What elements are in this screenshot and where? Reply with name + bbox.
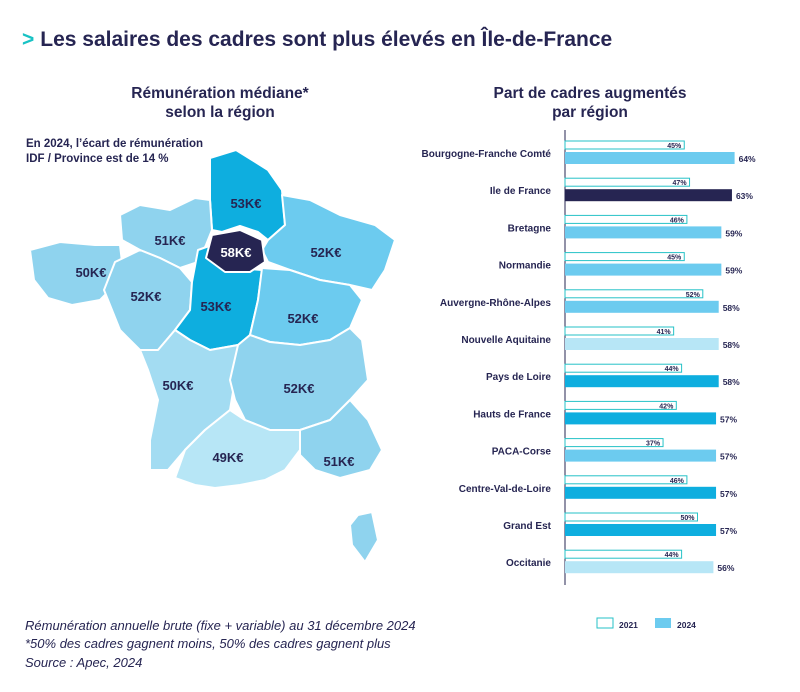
bar-2024 — [565, 449, 717, 462]
map-label-ile-de-france: 58K€ — [220, 245, 251, 260]
bar-label-2021: 45% — [667, 255, 682, 262]
map-title: Rémunération médiane* selon la région — [90, 84, 350, 122]
bar-label-2021: 44% — [665, 366, 680, 373]
bar-label-2021: 47% — [673, 180, 688, 187]
bar-2021 — [564, 438, 664, 448]
map-note-line2: IDF / Province est de 14 % — [26, 153, 169, 165]
bar-2021 — [564, 549, 683, 559]
map-label-paca-corse: 51K€ — [323, 454, 354, 469]
map-label-nouvelle-aquitaine: 50K€ — [162, 378, 193, 393]
bar-2021 — [564, 400, 677, 410]
bar-label-2021: 46% — [670, 217, 685, 224]
bar-2024 — [565, 524, 717, 536]
bar-label-2024: 57% — [720, 489, 737, 499]
category-label: Bretagne — [508, 223, 552, 234]
bar-label-2024: 59% — [725, 228, 742, 238]
main-title: > Les salaires des cadres sont plus élevé… — [22, 28, 612, 52]
category-label: Auvergne-Rhône-Alpes — [440, 298, 552, 309]
bar-label-2021: 42% — [659, 403, 674, 410]
map-note: En 2024, l’écart de rémunération IDF / P… — [26, 137, 203, 167]
bar-2021 — [564, 363, 683, 373]
category-label: Hauts de France — [473, 409, 551, 420]
map-label-hauts-de-france: 53K€ — [230, 196, 261, 211]
region-paca-corse — [299, 399, 383, 563]
bar-label-2024: 59% — [725, 266, 742, 276]
map-title-line1: Rémunération médiane* — [131, 85, 309, 102]
bar-2021 — [564, 512, 698, 522]
bar-label-2024: 58% — [723, 340, 740, 350]
bar-2024 — [565, 412, 717, 425]
region-occitanie — [174, 409, 301, 489]
legend-label-2024: 2024 — [677, 620, 696, 630]
map-label-pays-de-loire: 52K€ — [130, 289, 161, 304]
bar-label-2024: 57% — [720, 414, 737, 424]
bar-label-2021: 52% — [686, 292, 701, 299]
map-label-auvergne-rhone-alpes: 52K€ — [283, 381, 314, 396]
map-label-occitanie: 49K€ — [212, 450, 243, 465]
bar-chart-title-line2: par région — [552, 104, 628, 121]
bar-2021 — [564, 214, 688, 224]
bar-label-2024: 57% — [720, 526, 737, 536]
category-label: Grand Est — [503, 521, 551, 532]
bar-label-2021: 44% — [665, 552, 680, 559]
footnote-2: *50% des cadres gagnent moins, 50% des c… — [25, 636, 391, 651]
map-label-grand-est: 52K€ — [310, 245, 341, 260]
bar-2021 — [564, 252, 685, 262]
bar-label-2024: 58% — [723, 377, 740, 387]
bar-2024 — [565, 152, 735, 164]
category-label: Ile de France — [490, 186, 552, 197]
bar-2024 — [565, 189, 732, 202]
bar-label-2024: 57% — [720, 452, 737, 462]
region-ile-de-france — [205, 229, 266, 273]
bar-label-2024: 56% — [717, 563, 734, 573]
legend-swatch-2021 — [596, 617, 614, 629]
map-label-centre-val-de-loire: 53K€ — [200, 299, 231, 314]
category-label: Nouvelle Aquitaine — [461, 335, 551, 346]
category-label: Occitanie — [506, 558, 551, 569]
bar-2024 — [565, 561, 714, 574]
bar-chart-legend: 2021 2024 — [596, 617, 696, 630]
map-note-line1: En 2024, l’écart de rémunération — [26, 138, 204, 150]
bar-label-2021: 50% — [680, 515, 695, 522]
bar-label-2024: 64% — [739, 154, 756, 164]
map-title-line2: selon la région — [165, 104, 275, 121]
bar-2024 — [565, 375, 719, 388]
category-label: Bourgogne-Franche Comté — [422, 149, 552, 160]
footnote-1: Rémunération annuelle brute (fixe + vari… — [25, 618, 416, 633]
bar-2021 — [564, 326, 675, 336]
bar-2024 — [565, 338, 719, 350]
bar-chart-title-line1: Part de cadres augmentés — [493, 85, 687, 102]
map-label-bretagne: 50K€ — [75, 265, 106, 280]
map-label-bourgogne-franche-comte: 52K€ — [287, 311, 318, 326]
bar-2024 — [565, 486, 717, 499]
bar-label-2021: 46% — [670, 478, 685, 485]
category-label: PACA-Corse — [492, 447, 552, 458]
bar-label-2024: 58% — [723, 303, 740, 313]
legend-swatch-2024 — [655, 618, 671, 628]
bar-label-2024: 63% — [736, 191, 753, 201]
bar-label-2021: 45% — [667, 143, 682, 150]
bar-chart-title: Part de cadres augmentés par région — [450, 84, 730, 122]
bar-2024 — [565, 226, 722, 239]
category-label: Pays de Loire — [486, 372, 551, 383]
footnote-3: Source : Apec, 2024 — [25, 655, 143, 670]
region-auvergne-rhone-alpes — [229, 327, 369, 431]
bar-label-2021: 41% — [657, 329, 672, 336]
category-label: Normandie — [499, 261, 552, 272]
bar-2021 — [564, 475, 688, 485]
bar-2021 — [564, 289, 704, 299]
legend-label-2021: 2021 — [619, 620, 638, 630]
map-label-normandie: 51K€ — [154, 233, 185, 248]
title-marker: > — [22, 28, 35, 51]
bar-2021 — [564, 177, 691, 187]
bar-label-2021: 37% — [646, 441, 661, 448]
category-label: Centre-Val-de-Loire — [459, 484, 552, 495]
bar-2024 — [565, 300, 719, 313]
bar-2024 — [565, 263, 722, 276]
main-title-text: Les salaires des cadres sont plus élevés… — [40, 28, 613, 51]
bar-2021 — [564, 140, 685, 150]
